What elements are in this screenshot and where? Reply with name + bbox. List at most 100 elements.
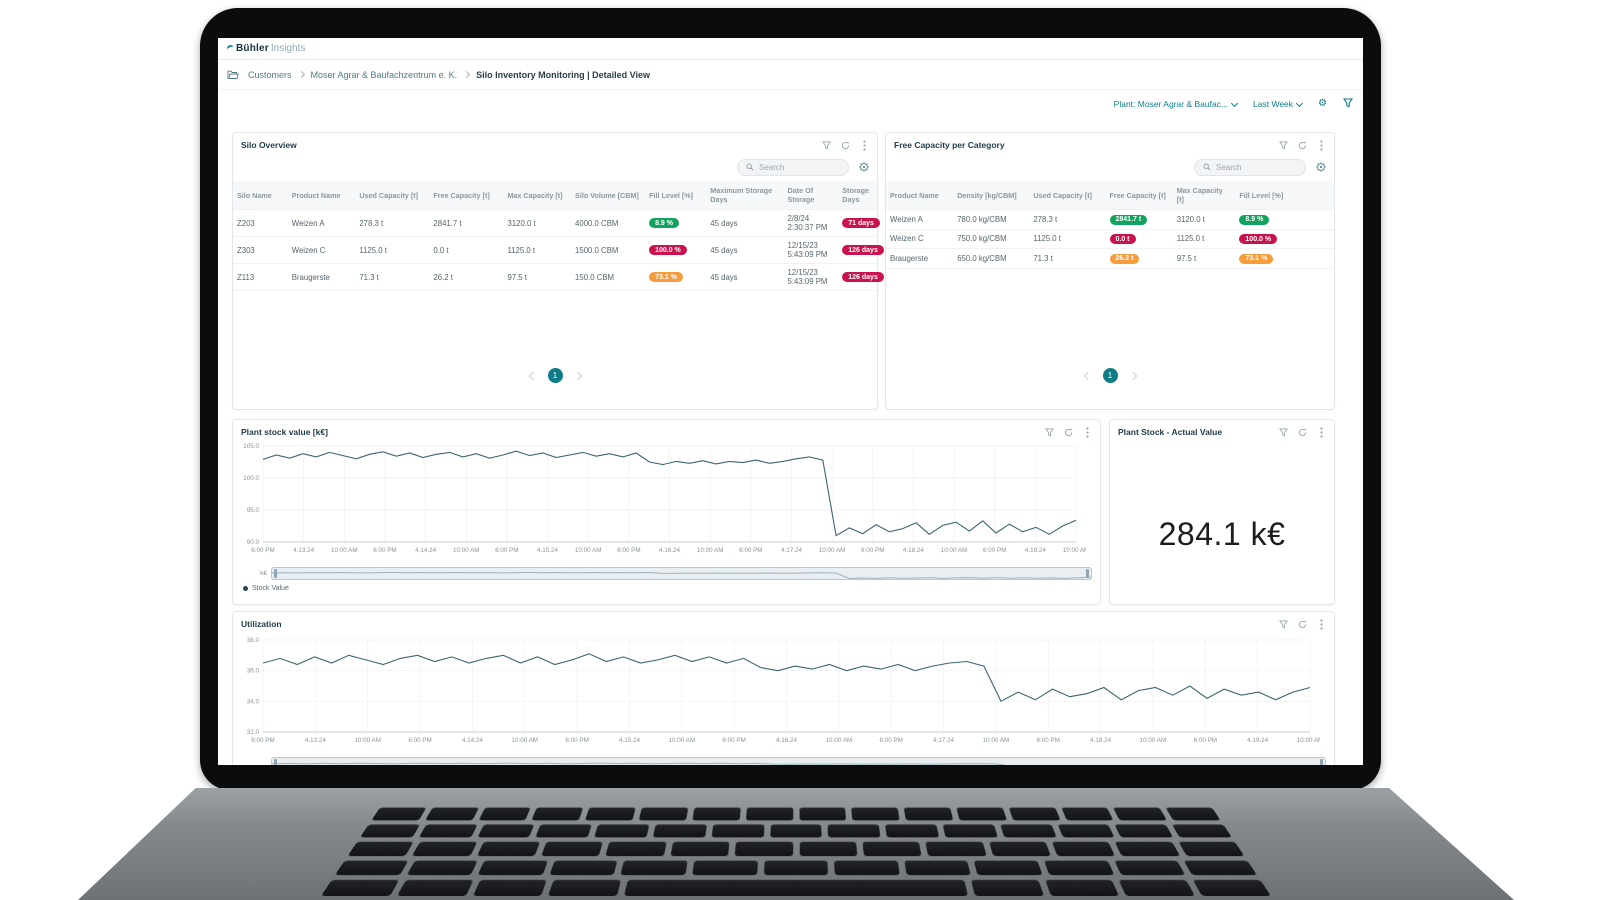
refresh-icon[interactable] bbox=[840, 140, 850, 150]
laptop-key bbox=[653, 824, 707, 837]
more-options-icon[interactable] bbox=[1082, 427, 1092, 437]
app-header: Bühler Insights bbox=[218, 38, 1363, 60]
badge-cell: 100.0 % bbox=[1235, 229, 1334, 249]
column-header[interactable]: Used Capacity [t] bbox=[1029, 181, 1105, 210]
laptop-key bbox=[532, 807, 584, 820]
page-previous-icon[interactable] bbox=[528, 371, 536, 379]
global-filter-icon[interactable] bbox=[1343, 98, 1353, 111]
column-settings-gear-icon[interactable] bbox=[859, 162, 869, 172]
svg-text:6:00 PM: 6:00 PM bbox=[739, 547, 762, 554]
page-next-icon[interactable] bbox=[573, 371, 581, 379]
column-header[interactable]: Fill Level [%] bbox=[1235, 181, 1334, 210]
svg-text:10:00 AM: 10:00 AM bbox=[819, 547, 846, 554]
column-header[interactable]: Silo Volume [CBM] bbox=[571, 181, 645, 210]
more-options-icon[interactable] bbox=[859, 140, 869, 150]
svg-text:10:00 AM: 10:00 AM bbox=[354, 737, 381, 744]
refresh-icon[interactable] bbox=[1297, 140, 1307, 150]
column-header[interactable]: Used Capacity [t] bbox=[355, 181, 429, 210]
breadcrumb-current-page: Silo Inventory Monitoring | Detailed Vie… bbox=[476, 70, 650, 80]
column-header[interactable]: Free Capacity [t] bbox=[429, 181, 503, 210]
svg-text:4.14.24: 4.14.24 bbox=[462, 737, 484, 744]
table-row: Z203 Weizen A 278.3 t 2841.7 t 3120.0 t 4000.… bbox=[233, 210, 877, 237]
range-handle-left[interactable] bbox=[274, 569, 277, 578]
column-header[interactable]: Product Name bbox=[886, 181, 953, 210]
column-header[interactable]: Storage Days bbox=[838, 181, 877, 210]
svg-text:4.13.24: 4.13.24 bbox=[293, 547, 315, 554]
utilization-line-chart: 6:00 PM 4.13.24 10:00 AM 6:00 PM 4.14.24 10:0… bbox=[233, 632, 1320, 750]
filter-icon[interactable] bbox=[1278, 140, 1288, 150]
svg-text:10:00 AM: 10:00 AM bbox=[941, 547, 968, 554]
refresh-icon[interactable] bbox=[1063, 427, 1073, 437]
search-input[interactable] bbox=[1216, 163, 1296, 172]
range-handle-right[interactable] bbox=[1086, 569, 1089, 578]
column-header[interactable]: Date Of Storage bbox=[784, 181, 839, 210]
svg-text:10:00 AM: 10:00 AM bbox=[983, 737, 1010, 744]
page-next-icon[interactable] bbox=[1128, 371, 1136, 379]
time-range-dropdown[interactable]: Last Week bbox=[1253, 99, 1302, 109]
filter-icon[interactable] bbox=[1278, 619, 1288, 629]
column-settings-gear-icon[interactable] bbox=[1316, 162, 1326, 172]
chart-range-scrollbar[interactable] bbox=[271, 757, 1326, 765]
plant-selector-dropdown[interactable]: Plant: Moser Agrar & Baufac... bbox=[1114, 99, 1237, 109]
svg-text:6:00 PM: 6:00 PM bbox=[495, 547, 518, 554]
breadcrumb-customer-name[interactable]: Moser Agrar & Baufachzentrum e. K. bbox=[311, 70, 458, 80]
chart-range-scrollbar[interactable] bbox=[271, 567, 1092, 580]
filter-icon[interactable] bbox=[1044, 427, 1054, 437]
svg-text:6:00 PM: 6:00 PM bbox=[408, 737, 431, 744]
refresh-icon[interactable] bbox=[1297, 619, 1307, 629]
laptop-key bbox=[770, 824, 822, 837]
column-header[interactable]: Silo Name bbox=[233, 181, 288, 210]
page-previous-icon[interactable] bbox=[1083, 371, 1091, 379]
laptop-key bbox=[1052, 842, 1115, 856]
laptop-key bbox=[406, 860, 478, 875]
table-cell: 97.5 t bbox=[503, 264, 571, 291]
svg-text:4.14.24: 4.14.24 bbox=[415, 547, 437, 554]
badge-cell: 126 days bbox=[838, 264, 877, 291]
laptop-key bbox=[1166, 807, 1221, 820]
column-header[interactable]: Density [kg/CBM] bbox=[953, 181, 1029, 210]
svg-text:4.19.24: 4.19.24 bbox=[1247, 737, 1269, 744]
column-header[interactable]: Max Capacity [t] bbox=[1173, 181, 1236, 210]
breadcrumb-customers[interactable]: Customers bbox=[248, 70, 292, 80]
laptop-key bbox=[548, 880, 621, 896]
laptop-key bbox=[943, 824, 998, 837]
svg-text:6:00 PM: 6:00 PM bbox=[1037, 737, 1060, 744]
svg-text:10:00 AM: 10:00 AM bbox=[1297, 737, 1320, 744]
column-header[interactable]: Maximum Storage Days bbox=[706, 181, 783, 210]
range-handle-right[interactable] bbox=[1320, 759, 1323, 765]
table-cell: Braugerste bbox=[886, 249, 953, 269]
table-cell: 780.0 kg/CBM bbox=[953, 210, 1029, 230]
column-header[interactable]: Max Capacity [t] bbox=[503, 181, 571, 210]
badge-cell: 73.1 % bbox=[645, 264, 706, 291]
search-input[interactable] bbox=[759, 163, 839, 172]
table-cell: 26.2 t bbox=[429, 264, 503, 291]
badge-cell: 71 days bbox=[838, 210, 877, 237]
actual-value-panel: Plant Stock - Actual Value 284.1 k€ bbox=[1109, 419, 1335, 605]
filter-icon[interactable] bbox=[1278, 427, 1288, 437]
laptop-key bbox=[1184, 860, 1257, 875]
table-cell: 1125.0 t bbox=[355, 237, 429, 264]
page-number[interactable]: 1 bbox=[1103, 368, 1118, 383]
more-options-icon[interactable] bbox=[1316, 140, 1326, 150]
column-header[interactable]: Fill Level [%] bbox=[645, 181, 706, 210]
svg-text:10:00 AM: 10:00 AM bbox=[511, 737, 538, 744]
refresh-icon[interactable] bbox=[1297, 427, 1307, 437]
settings-gear-icon[interactable]: ⚙ bbox=[1318, 99, 1327, 109]
table-cell: 1125.0 t bbox=[1173, 229, 1236, 249]
page-number[interactable]: 1 bbox=[548, 368, 563, 383]
svg-text:6:00 PM: 6:00 PM bbox=[617, 547, 640, 554]
plant-selector-label: Plant: Moser Agrar & Baufac... bbox=[1114, 99, 1228, 109]
range-handle-left[interactable] bbox=[274, 759, 277, 765]
status-badge: 126 days bbox=[842, 272, 884, 282]
filter-icon[interactable] bbox=[821, 140, 831, 150]
column-header[interactable]: Product Name bbox=[288, 181, 356, 210]
svg-text:4.16.24: 4.16.24 bbox=[659, 547, 681, 554]
column-header[interactable]: Free Capacity [t] bbox=[1106, 181, 1173, 210]
svg-text:6:00 PM: 6:00 PM bbox=[722, 737, 745, 744]
brand-product: Insights bbox=[271, 43, 305, 54]
chevron-down-icon bbox=[1296, 99, 1303, 106]
more-options-icon[interactable] bbox=[1316, 427, 1326, 437]
svg-text:6:00 PM: 6:00 PM bbox=[1194, 737, 1217, 744]
more-options-icon[interactable] bbox=[1316, 619, 1326, 629]
svg-text:4.18.24: 4.18.24 bbox=[903, 547, 925, 554]
